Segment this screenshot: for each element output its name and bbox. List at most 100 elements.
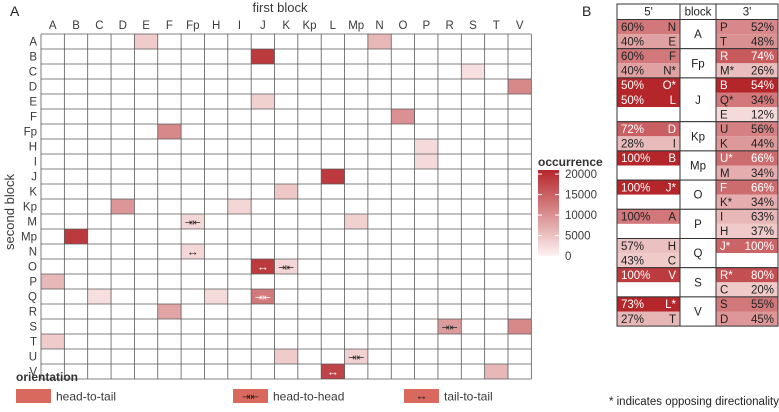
table-cell-five-fp: [617, 63, 680, 78]
heatmap-cell-h-q: [204, 289, 228, 304]
heatmap-cell-e-a: [134, 34, 158, 49]
table-pct: 45%: [751, 314, 774, 326]
y-tick-r: R: [29, 307, 37, 319]
orientation-swatch-symbol: ↔: [415, 389, 428, 403]
x-tick-p: P: [422, 20, 430, 32]
table-neighbor: E: [720, 109, 728, 121]
table-group-p: 100% A I 63% H 37% P: [616, 208, 779, 240]
heatmap-cell-mp-u: [344, 349, 368, 364]
heatmap-cell-f-r: [157, 304, 182, 319]
table-block-label: A: [694, 29, 702, 41]
heatmap-cell-fp-m: [181, 214, 205, 229]
table-neighbor: B: [668, 153, 676, 165]
heatmap-cell-l-j: [321, 169, 345, 184]
table-cell-five-kp: [617, 121, 680, 137]
table-cell-three-o: [716, 180, 778, 195]
heatmap-cell-j-e: [251, 94, 275, 109]
heatmap-cell-c-q: [87, 289, 112, 304]
colorbar-ticks: 20000 15000 10000 5000 0: [538, 169, 597, 263]
table-group-mp: 100% B U* 66% M 34% Mp: [616, 150, 779, 181]
table-block-label: O: [694, 190, 703, 202]
table-pct: 40%: [621, 36, 644, 48]
heatmap-cell-a-p: [41, 274, 65, 289]
table-cell-three-j: [716, 107, 778, 122]
x-tick-b: B: [72, 20, 80, 32]
colorbar-tick-label: 20000: [565, 169, 597, 181]
table-cell-three-o: [716, 194, 778, 210]
table-pct: 74%: [751, 51, 774, 63]
y-tick-m: M: [27, 217, 37, 229]
x-tick-o: O: [398, 20, 407, 32]
table-block-label: Q: [694, 248, 703, 260]
table-block-cell: [680, 150, 716, 181]
table-pct: 66%: [751, 182, 774, 194]
orientation-swatch: [233, 389, 268, 403]
table-cell-three-kp: [716, 121, 778, 137]
y-tick-i: I: [34, 157, 37, 169]
table-pct: 52%: [751, 22, 774, 34]
table-pct: 60%: [621, 22, 644, 34]
block-neighbor-table: 5' block 3' 60% N 40% E P 52% T 48% A 60% F 40% N* R 74% M…: [616, 3, 779, 327]
table-cell-three-mp: [716, 165, 778, 181]
table-neighbor: I: [673, 139, 676, 151]
panel-label-a: A: [10, 3, 20, 19]
table-neighbor: T: [720, 36, 727, 48]
y-tick-a: A: [29, 37, 37, 49]
table-cell-three-v: [716, 311, 778, 327]
x-tick-t: T: [493, 20, 500, 32]
orientation-legend-item-tail-to-tail: ↔ tail-to-tail: [404, 389, 493, 404]
heatmap-title: first block: [253, 0, 308, 15]
table-pct: 60%: [621, 51, 644, 63]
table-cell-five-p: [617, 223, 680, 239]
heatmap-cell-p-h: [414, 139, 438, 154]
table-block-label: V: [694, 307, 702, 319]
orientation-marker-mp-u: ⇥⇤: [348, 353, 364, 364]
heatmap-cell-v-d: [508, 79, 532, 94]
table-pct: 20%: [751, 285, 774, 297]
table-neighbor: L: [670, 95, 677, 107]
table-pct: 73%: [621, 299, 644, 311]
heatmap-cell-o-f: [391, 109, 415, 124]
table-pct: 44%: [751, 139, 774, 151]
x-tick-kp: Kp: [302, 20, 316, 32]
y-tick-d: D: [29, 82, 37, 94]
table-header-1: block: [685, 7, 712, 19]
table-cell-three-q: [716, 253, 778, 268]
table-cell-three-kp: [716, 136, 778, 151]
table-block-label: S: [694, 277, 702, 289]
table-cell-five-q: [617, 253, 680, 268]
colorbar-tick-label: 10000: [565, 210, 597, 222]
y-tick-h: H: [29, 142, 37, 154]
table-neighbor: Q*: [720, 95, 734, 107]
y-tick-p: P: [29, 277, 37, 289]
table-cell-five-s: [617, 267, 680, 283]
y-tick-q: Q: [28, 292, 37, 304]
x-tick-labels: A B C D E F Fp H I J K Kp L Mp N O P R S T V: [49, 20, 524, 32]
orientation-legend-label: tail-to-tail: [444, 390, 493, 404]
table-neighbor: J*: [666, 182, 677, 194]
table-cell-five-o: [617, 194, 680, 210]
y-tick-b: B: [29, 52, 37, 64]
table-cell-five-s: [617, 282, 680, 297]
table-cell-five-v: [617, 311, 680, 327]
y-tick-f: F: [30, 112, 37, 124]
orientation-legend-title: orientation: [16, 370, 78, 384]
table-group-s: 100% V R* 80% C 20% S: [616, 267, 779, 298]
y-tick-t: T: [30, 337, 37, 349]
footnote: * indicates opposing directionality: [609, 396, 779, 408]
table-pct: 100%: [621, 270, 650, 282]
table-group-kp: 72% D 28% I U 56% K 44% Kp: [616, 121, 779, 152]
table-cell-five-mp: [617, 165, 680, 181]
orientation-marker-k-o: ⇥⇤: [278, 263, 294, 274]
heatmap-cell-k-k: [274, 184, 298, 199]
table-pct: 72%: [621, 124, 644, 136]
table-group-fp: 60% F 40% N* R 74% M* 26% Fp: [616, 48, 779, 79]
y-tick-k: K: [29, 187, 37, 199]
table-pct: 100%: [621, 212, 650, 224]
heatmap-cell-s-c: [461, 64, 485, 79]
orientation-legend-label: head-to-head: [273, 390, 344, 404]
table-header-2: 3': [743, 7, 752, 19]
table-group-border: [616, 296, 779, 327]
table-neighbor: D: [668, 124, 676, 136]
table-neighbor: S: [720, 299, 728, 311]
